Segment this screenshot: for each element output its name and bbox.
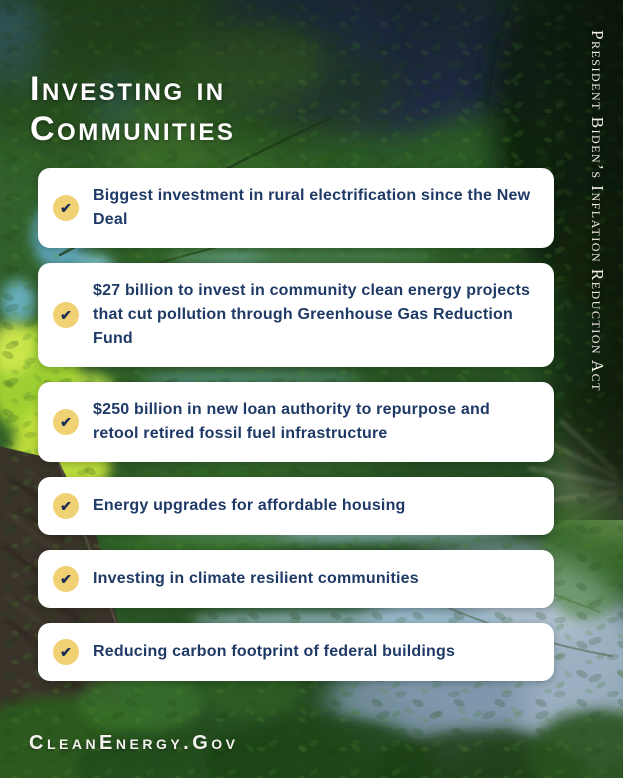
list-item-text: Reducing carbon footprint of federal bui… (93, 643, 456, 660)
list-item: ✔ $250 billion in new loan authority to … (38, 382, 554, 462)
benefits-list: ✔ Biggest investment in rural electrific… (38, 168, 554, 681)
check-icon: ✔ (53, 639, 79, 665)
list-item-text: Energy upgrades for affordable housing (93, 497, 406, 514)
check-icon: ✔ (53, 566, 79, 592)
check-icon: ✔ (53, 409, 79, 435)
check-icon: ✔ (53, 493, 79, 519)
list-item-text: $27 billion to invest in community clean… (93, 282, 531, 347)
list-item-text: Biggest investment in rural electrificat… (93, 187, 531, 228)
check-icon: ✔ (53, 195, 79, 221)
footer-url: CleanEnergy.Gov (29, 732, 239, 754)
list-item-text: Investing in climate resilient communiti… (93, 570, 419, 587)
list-item-text: $250 billion in new loan authority to re… (93, 401, 490, 442)
check-icon: ✔ (53, 302, 79, 328)
list-item: ✔ Reducing carbon footprint of federal b… (38, 623, 554, 681)
list-item: ✔ Investing in climate resilient communi… (38, 550, 554, 608)
list-item: ✔ $27 billion to invest in community cle… (38, 263, 554, 367)
page-title: Investing in Communities (30, 69, 236, 148)
list-item: ✔ Energy upgrades for affordable housing (38, 477, 554, 535)
list-item: ✔ Biggest investment in rural electrific… (38, 168, 554, 248)
side-banner-text: President Biden’s Inflation Reduction Ac… (588, 30, 607, 392)
